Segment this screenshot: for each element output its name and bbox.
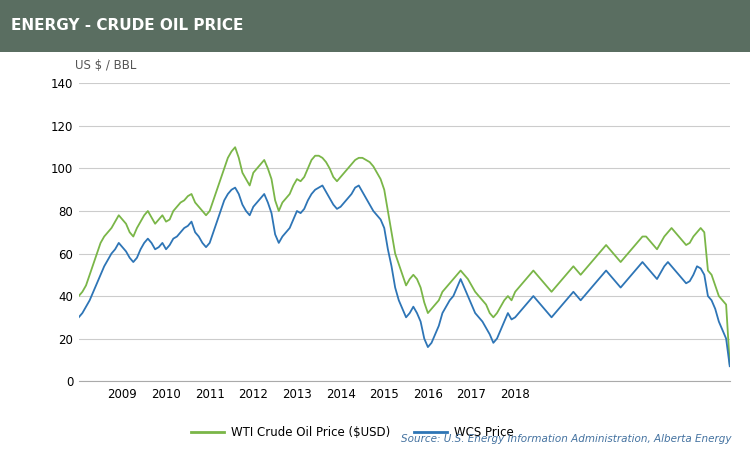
Legend: WTI Crude Oil Price ($USD), WCS Price: WTI Crude Oil Price ($USD), WCS Price xyxy=(186,421,518,444)
Text: ENERGY - CRUDE OIL PRICE: ENERGY - CRUDE OIL PRICE xyxy=(11,18,244,33)
Text: US $ / BBL: US $ / BBL xyxy=(76,59,136,72)
Text: Source: U.S. Energy Information Administration, Alberta Energy: Source: U.S. Energy Information Administ… xyxy=(400,434,731,444)
